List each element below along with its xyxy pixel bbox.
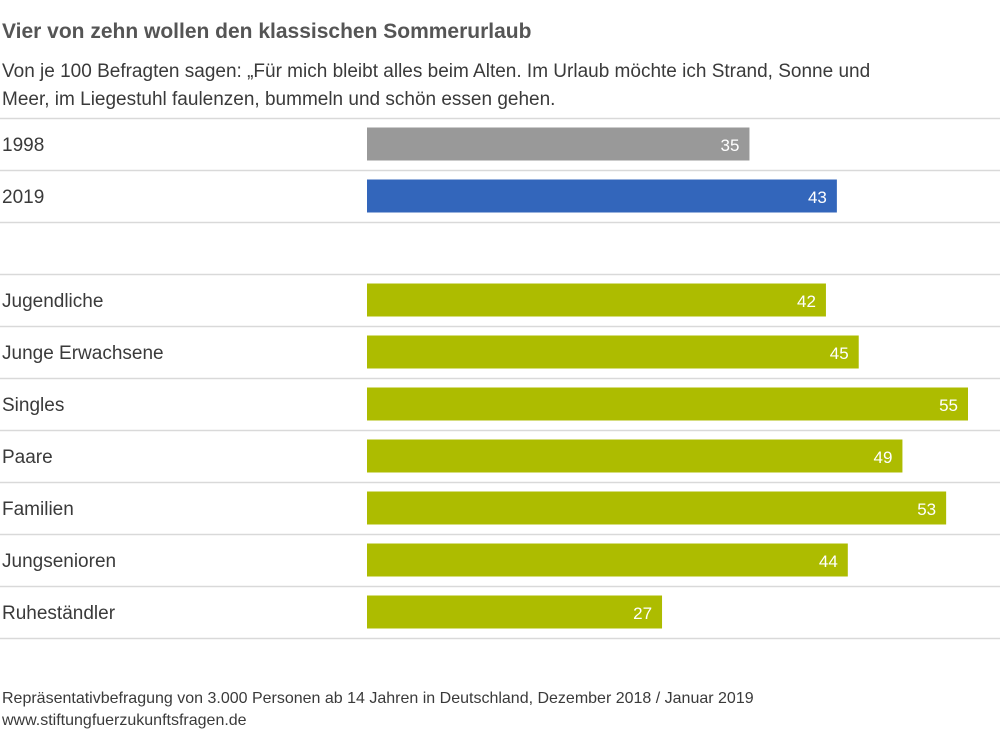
category-label: Familien — [2, 499, 74, 520]
bar-value-label: 55 — [939, 396, 958, 415]
bar — [367, 127, 750, 161]
bar — [367, 283, 826, 317]
source-url: www.stiftungfuerzukunftsfragen.de — [2, 712, 247, 729]
chart-title: Vier von zehn wollen den klassischen Som… — [2, 20, 532, 43]
bar — [367, 439, 903, 473]
category-label: 2019 — [2, 187, 44, 208]
category-label: Junge Erwachsene — [2, 343, 164, 364]
bar-value-label: 35 — [721, 136, 740, 155]
bar-value-label: 53 — [917, 500, 936, 519]
bar — [367, 543, 848, 577]
category-label: Ruheständler — [2, 603, 116, 624]
bar — [367, 595, 663, 629]
category-label: Jugendliche — [2, 291, 103, 312]
bar-value-label: 42 — [797, 292, 816, 311]
category-label: Singles — [2, 395, 64, 416]
bar-value-label: 49 — [874, 448, 893, 467]
bar-value-label: 27 — [633, 604, 652, 623]
bar-value-label: 43 — [808, 188, 827, 207]
bar — [367, 387, 968, 421]
bar — [367, 335, 859, 369]
footer: Repräsentativbefragung von 3.000 Persone… — [2, 688, 754, 732]
bar — [367, 491, 947, 525]
bar-chart: 1998 35 2019 43 Jugendliche 42 Junge Erwachsen… — [0, 117, 1000, 640]
bar — [367, 179, 837, 213]
category-label: Paare — [2, 447, 53, 468]
bar-value-label: 45 — [830, 344, 849, 363]
bar-value-label: 44 — [819, 552, 838, 571]
source-note: Repräsentativbefragung von 3.000 Persone… — [2, 690, 754, 707]
category-label: 1998 — [2, 135, 44, 156]
category-label: Jungsenioren — [2, 551, 116, 572]
chart-subtitle: Von je 100 Befragten sagen: „Für mich bl… — [2, 61, 871, 110]
